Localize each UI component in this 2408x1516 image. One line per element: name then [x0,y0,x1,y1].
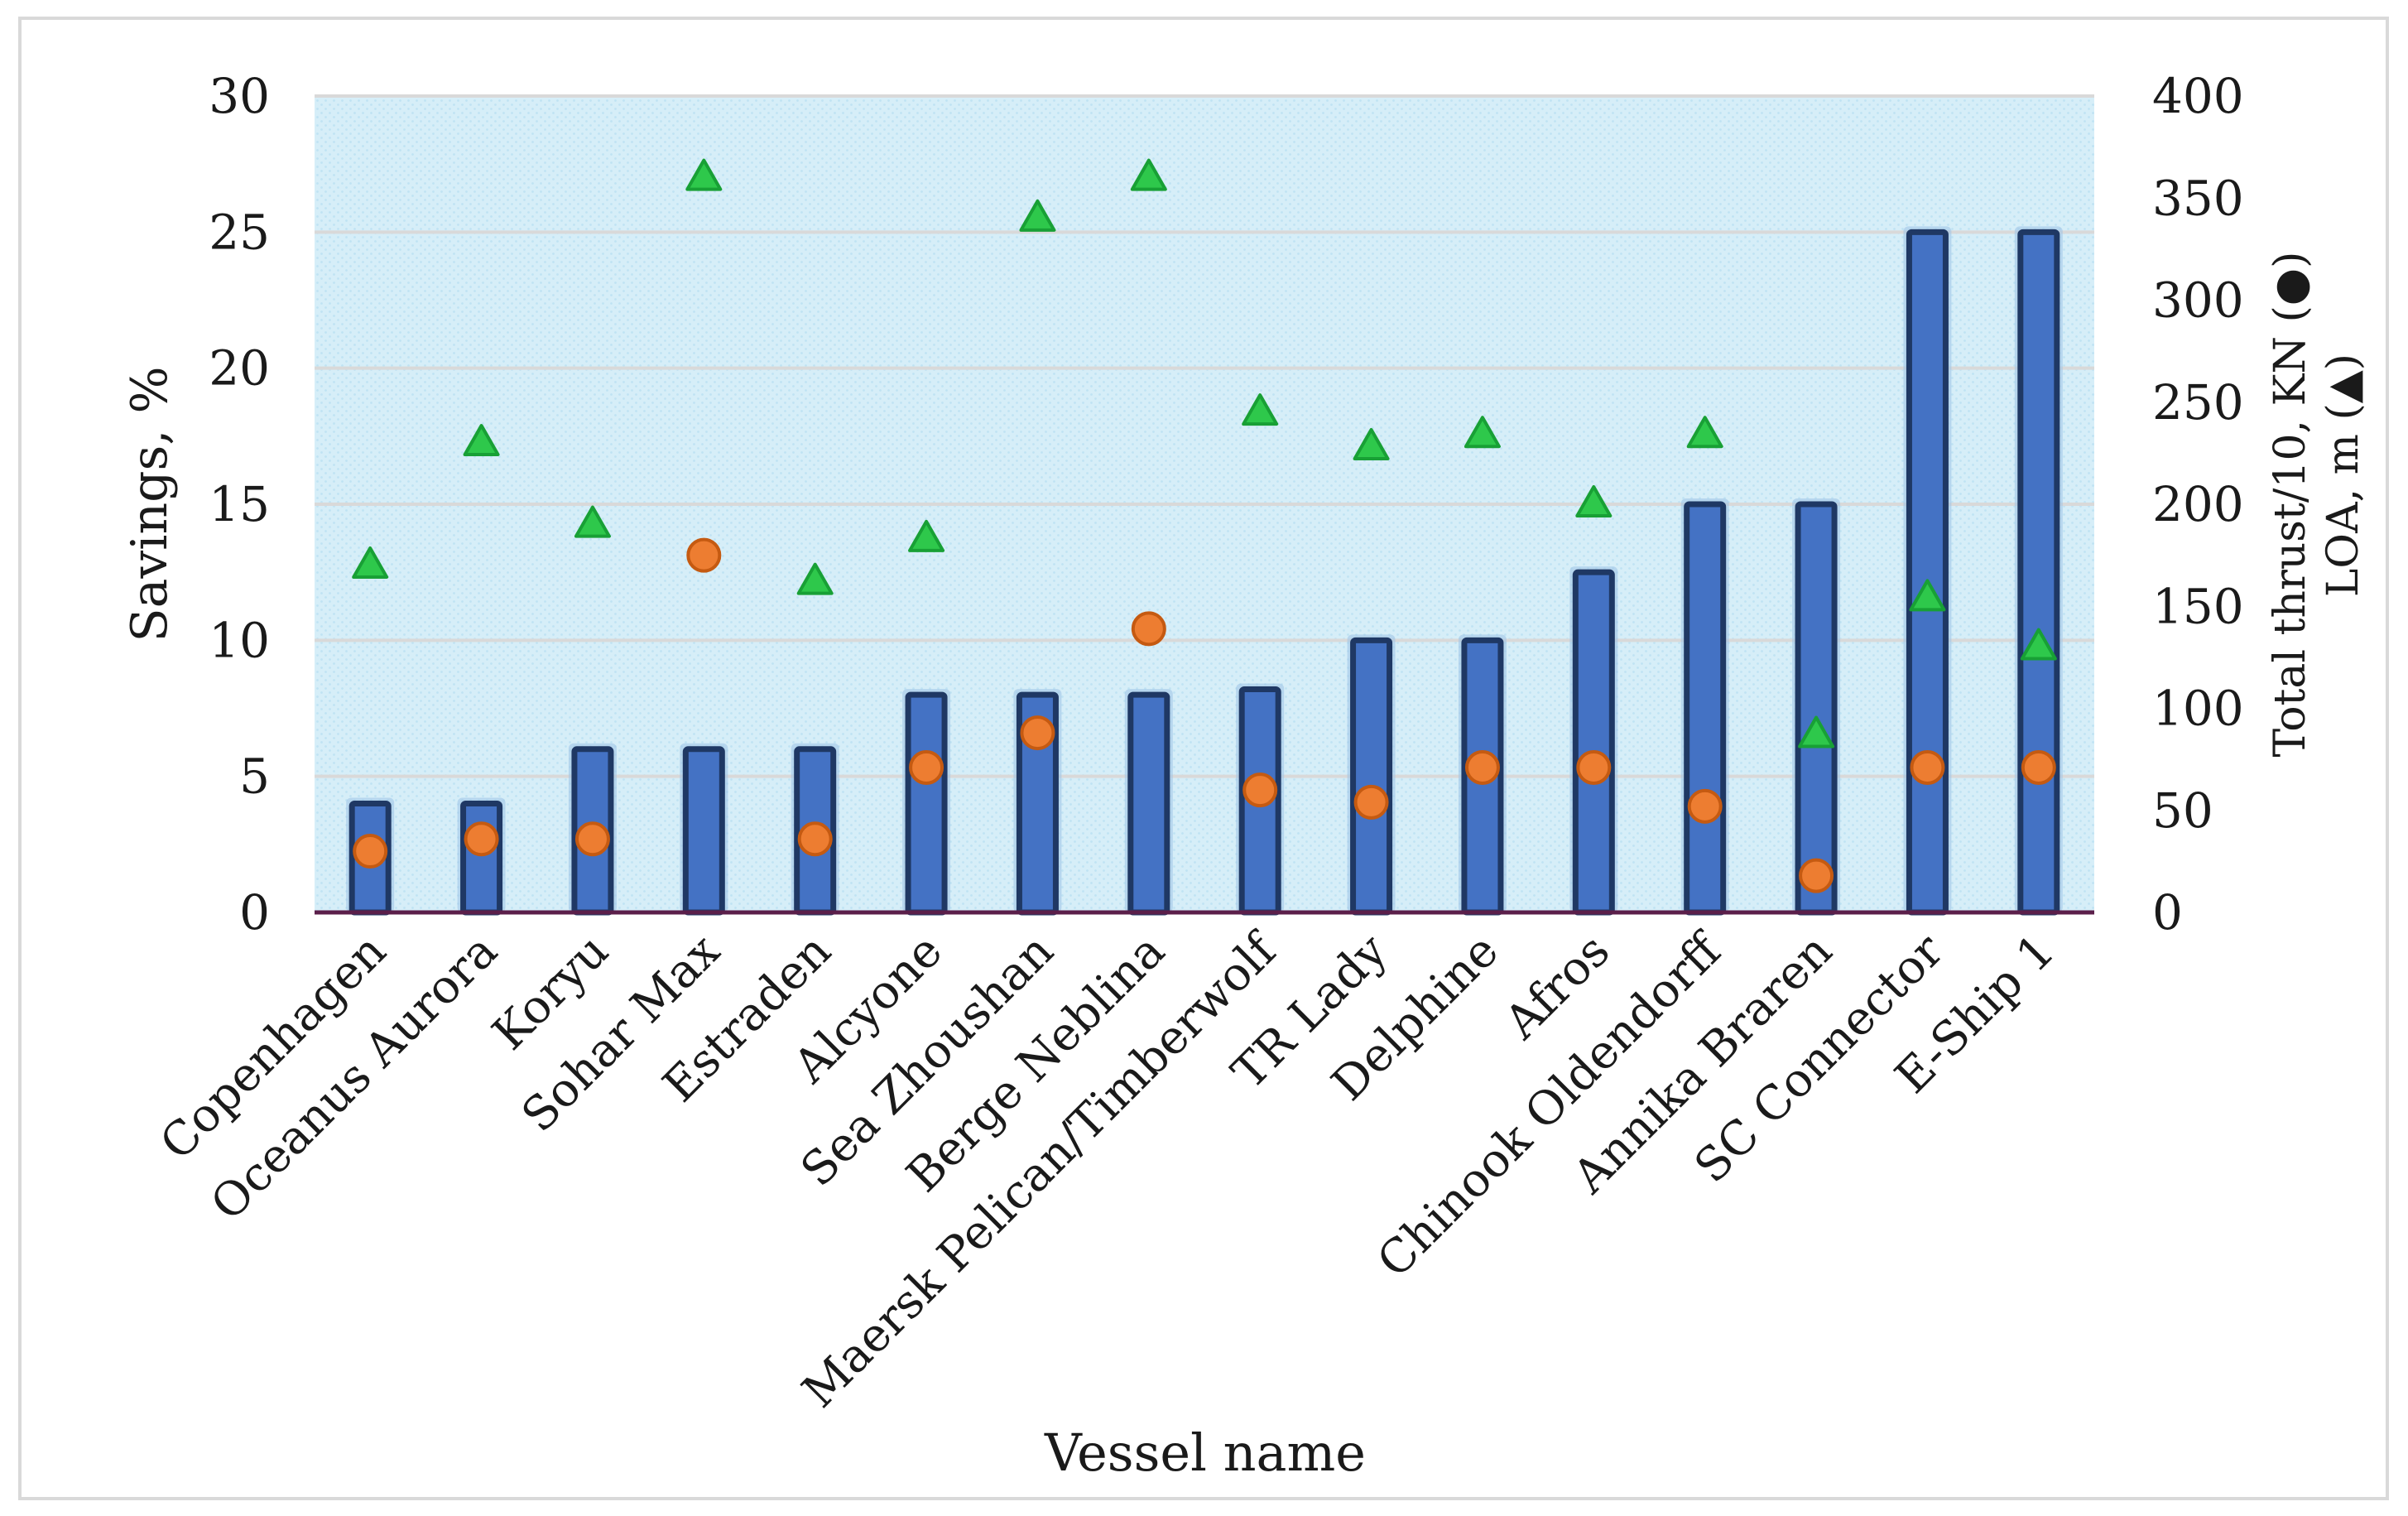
y2-tick-label: 350 [2152,170,2244,226]
y2-tick-label: 250 [2152,374,2244,431]
thrust-point [686,537,722,573]
loa-point [352,546,389,579]
loa-point [1464,416,1501,449]
y2-axis-title-line2: LOA, m (▲) [2319,354,2368,597]
loa-point [685,158,723,191]
loa-point [463,424,500,457]
left-axis-tick-labels: 0 5 10 15 20 25 30 [209,68,270,941]
right-axis-tick-labels: 0 50 100 150 200 250 300 350 400 [2152,68,2244,941]
loa-point [1798,715,1835,748]
thrust-point [1464,749,1500,785]
thrust-point [353,834,388,869]
savings-bar [1684,501,1727,916]
thrust-point [464,821,499,857]
loa-point [1575,485,1613,517]
x-axis-title: Vessel name [1044,1422,1366,1483]
savings-bar [460,801,503,916]
y2-tick-label: 300 [2152,272,2244,329]
loa-point [1686,416,1723,449]
loa-point [1242,393,1279,426]
y2-tick-label: 200 [2152,476,2244,532]
thrust-point [797,821,833,857]
y-tick-label: 0 [239,884,270,941]
loa-point [908,519,945,552]
thrust-point [1353,784,1389,820]
savings-bar [905,691,948,916]
y2-tick-label: 150 [2152,578,2244,634]
loa-point [574,505,611,538]
y2-tick-label: 50 [2152,782,2213,839]
savings-bar [2017,229,2060,916]
loa-point [796,562,834,595]
y-tick-label: 30 [209,68,270,124]
loa-point [2020,628,2057,661]
loa-point [1019,199,1056,232]
thrust-markers [353,537,2056,893]
y2-tick-label: 400 [2152,68,2244,124]
loa-markers [352,158,2057,748]
savings-bar [1795,501,1838,916]
y-tick-label: 25 [209,204,270,260]
thrust-point [1910,749,1945,785]
thrust-point [1799,858,1834,893]
savings-bar [1127,691,1170,916]
loa-point [1909,579,1946,612]
y-tick-label: 5 [239,748,270,805]
savings-bar [682,746,725,916]
y-axis-title: Savings, % [121,367,179,642]
loa-point [1353,427,1390,460]
y2-axis-title-line1: Total thrust/10, KN (●) [2266,252,2315,758]
thrust-point [2021,749,2056,785]
thrust-point [574,821,610,857]
thrust-point [1020,715,1055,751]
savings-bar [1572,569,1615,916]
savings-bar [1350,637,1393,916]
y2-tick-label: 0 [2152,884,2183,941]
thrust-point [1131,611,1166,647]
thrust-point [1576,749,1612,785]
savings-bar [1906,229,1949,916]
thrust-point [1242,772,1278,808]
figure-frame: 0 5 10 15 20 25 30 0 50 100 150 200 250 300 350 400 Co… [18,17,2389,1500]
y-tick-label: 10 [209,612,270,668]
y-tick-label: 15 [209,476,270,532]
savings-chart: 0 5 10 15 20 25 30 0 50 100 150 200 250 300 350 400 Co… [121,68,2368,1483]
thrust-point [1687,788,1723,824]
thrust-point [909,749,944,785]
loa-point [1130,158,1167,191]
y2-tick-label: 100 [2152,681,2244,737]
y-tick-label: 20 [209,340,270,397]
